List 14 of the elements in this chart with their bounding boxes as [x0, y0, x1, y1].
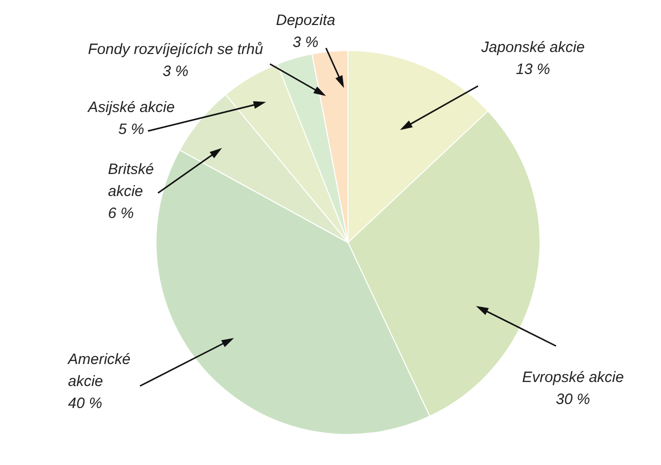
slice-label: Evropské akcie	[522, 369, 624, 386]
data-label: 13 %	[516, 61, 550, 78]
slice-label: Depozita	[276, 12, 336, 30]
slice-label: Japonské akcie	[480, 39, 585, 56]
slice-label: Americké akcie	[67, 351, 131, 390]
slice-label: Asijské akcie	[87, 99, 175, 116]
data-label: 6 %	[108, 205, 134, 222]
data-label: 3 %	[162, 63, 188, 80]
data-label: 3 %	[292, 34, 319, 52]
slice-label: Britské akcie	[108, 161, 154, 200]
data-label: 5 %	[118, 121, 144, 138]
slice-label: Fondy rozvíjejících se trhů	[88, 41, 264, 58]
data-label: 40 %	[68, 395, 102, 412]
data-label: 30 %	[556, 391, 590, 408]
